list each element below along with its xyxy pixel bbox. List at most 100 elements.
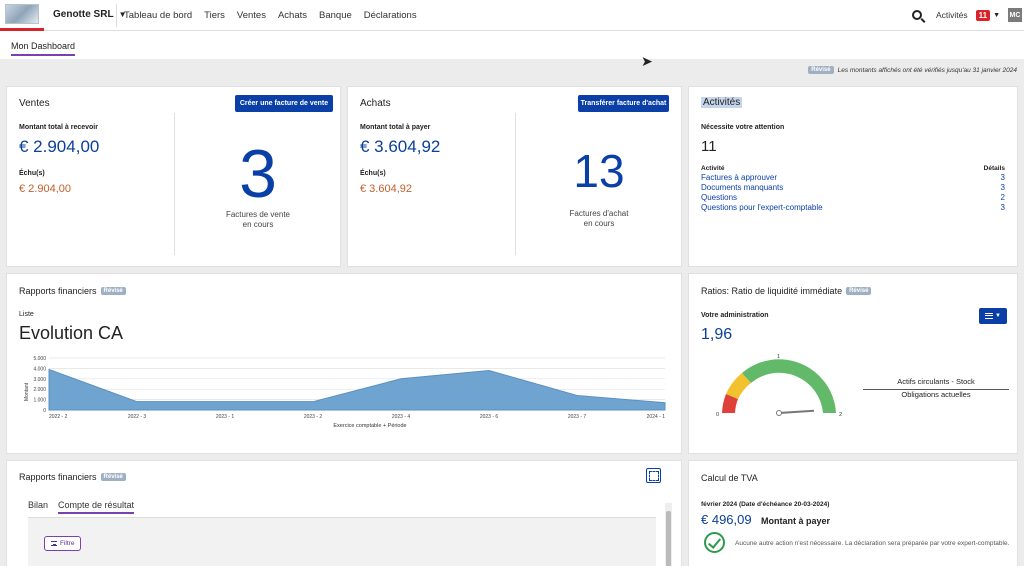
gauge-mid-label: 1: [777, 354, 780, 360]
purchase-count-label-line2: en cours: [583, 219, 615, 228]
receivable-amount: € 2.904,00: [19, 137, 100, 156]
hamburger-icon: [985, 313, 994, 319]
activity-row[interactable]: Questions 2: [701, 193, 1005, 202]
overdue-label: Échu(s): [19, 170, 45, 177]
chart-y-tick-label: 2.000: [33, 387, 46, 393]
activity-value[interactable]: 3: [1000, 183, 1005, 192]
activity-row[interactable]: Documents manquants 3: [701, 183, 1005, 192]
chart-x-tick-label: 2023 - 7: [568, 414, 587, 420]
gauge-pivot: [776, 410, 782, 416]
gauge-segment-green: [742, 359, 836, 413]
chart-x-axis-label: Exercice comptable + Période: [333, 423, 406, 429]
sales-count-label-line1: Factures de vente: [225, 210, 291, 219]
sales-count-label-line2: en cours: [242, 220, 274, 229]
company-selector[interactable]: Genotte SRL ▼: [53, 9, 126, 20]
list-label: Liste: [19, 311, 34, 318]
tab-compte-de-resultat[interactable]: Compte de résultat: [58, 500, 135, 514]
page-title[interactable]: Mon Dashboard: [11, 41, 76, 56]
overdue-amount: € 3.604,92: [360, 183, 412, 195]
ratios-card: Ratios: Ratio de liquidité immédiate Rév…: [688, 273, 1018, 454]
chart-x-tick-label: 2022 - 3: [128, 414, 147, 420]
logo-image: [5, 4, 39, 24]
chart-x-tick-label: 2022 - 2: [49, 414, 68, 420]
page-header: Mon Dashboard: [0, 31, 1024, 59]
ventes-title: Ventes: [19, 98, 50, 109]
search-icon[interactable]: [911, 10, 922, 20]
chart-x-tick-label: 2023 - 4: [392, 414, 411, 420]
activity-label[interactable]: Factures à approuver: [701, 173, 778, 182]
activities-table-header: Activité Détails: [701, 165, 1005, 172]
activity-row[interactable]: Questions pour l'expert-comptable 3: [701, 203, 1005, 212]
gauge-max-label: 2: [839, 412, 842, 418]
activity-label[interactable]: Documents manquants: [701, 183, 784, 192]
menu-item-declarations[interactable]: Déclarations: [363, 10, 417, 21]
activities-label[interactable]: Activités: [935, 10, 968, 20]
tab-bilan[interactable]: Bilan: [28, 500, 49, 510]
activities-chevron-down-icon[interactable]: ▼: [993, 11, 1000, 19]
chart-y-axis-label: Montant: [24, 382, 30, 401]
activites-title: Activités: [701, 97, 743, 108]
purchase-invoice-count-label: Factures d'achat en cours: [516, 209, 682, 229]
chart-y-tick-label: 3.000: [33, 377, 46, 383]
purchase-invoice-count[interactable]: 13: [573, 145, 625, 197]
chart-y-tick-label: 1.000: [33, 398, 46, 404]
chart-x-tick-label: 2023 - 2: [304, 414, 323, 420]
app-logo[interactable]: [0, 0, 44, 31]
financial-reports-title: Rapports financiers Révisé: [19, 286, 126, 296]
financial-reports-title-text: Rapports financiers: [19, 286, 97, 296]
chart-y-tick-label: 5.000: [33, 356, 46, 362]
gauge-segment-yellow: [726, 373, 751, 399]
sales-invoice-count[interactable]: 3: [239, 136, 277, 212]
ratio-sub-label: Votre administration: [701, 312, 769, 319]
expand-icon[interactable]: [646, 468, 661, 483]
revised-badge: Révisé: [808, 66, 834, 74]
transfer-purchase-invoice-button[interactable]: Transférer facture d'achat: [578, 95, 669, 112]
activites-card: Activités Nécessite votre attention 11 A…: [688, 86, 1018, 267]
menu-item-ventes[interactable]: Ventes: [236, 10, 266, 21]
vat-amount-label: Montant à payer: [761, 516, 831, 526]
overdue-amount: € 2.904,00: [19, 183, 71, 195]
chart-y-tick-label: 4.000: [33, 366, 46, 372]
activity-value[interactable]: 2: [1000, 193, 1005, 202]
menu-item-banque[interactable]: Banque: [319, 10, 352, 21]
menu-item-achats[interactable]: Achats: [277, 10, 308, 21]
activity-label[interactable]: Questions: [701, 193, 738, 202]
menu-item-tableau-de-bord[interactable]: Tableau de bord: [124, 10, 193, 21]
vat-period: février 2024 (Date d'échéance 20-03-2024…: [701, 501, 830, 508]
avatar[interactable]: MC: [1008, 8, 1022, 22]
activity-label[interactable]: Questions pour l'expert-comptable: [701, 203, 823, 212]
chart-x-tick-label: 2023 - 1: [216, 414, 235, 420]
gauge-segment-red: [722, 394, 738, 413]
checkmark-icon: [704, 532, 725, 553]
revised-badge: Révisé: [100, 473, 126, 481]
menu-item-tiers[interactable]: Tiers: [204, 10, 225, 21]
activities-count-badge[interactable]: 11: [975, 9, 991, 21]
activity-value[interactable]: 3: [1000, 173, 1005, 182]
card-divider: [174, 113, 175, 255]
ratio-menu-button[interactable]: ▼: [979, 308, 1007, 324]
col-activity: Activité: [701, 165, 725, 172]
evolution-ca-chart[interactable]: 0 1.000 2.000 3.000 4.000 5.000 2022 - 2 2022 …: [15, 354, 675, 434]
activity-row[interactable]: Factures à approuver 3: [701, 173, 1005, 182]
ratio-numerator: Actifs circulants - Stock: [863, 377, 1009, 390]
achats-card: Achats Transférer facture d'achat Montan…: [347, 86, 682, 267]
create-sales-invoice-button[interactable]: Créer une facture de vente: [235, 95, 333, 112]
mouse-cursor-icon: ➤: [641, 53, 653, 69]
activity-value[interactable]: 3: [1000, 203, 1005, 212]
vat-amount: € 496,09: [701, 512, 752, 527]
gauge-needle: [778, 409, 814, 414]
chart-title: Evolution CA: [19, 323, 124, 343]
ventes-card: Ventes Créer une facture de vente Montan…: [6, 86, 341, 267]
filter-button[interactable]: Filtre: [44, 536, 82, 551]
ratio-value: 1,96: [701, 326, 733, 343]
revised-badge: Révisé: [846, 287, 872, 295]
financial-reports-title-text: Rapports financiers: [19, 472, 97, 482]
attention-count: 11: [701, 138, 717, 155]
receivable-label: Montant total à recevoir: [19, 124, 98, 131]
financial-reports-chart-card: Rapports financiers Révisé Liste Evoluti…: [6, 273, 682, 454]
scrollbar[interactable]: [665, 503, 672, 566]
overdue-label: Échu(s): [360, 170, 386, 177]
chart-y-tick-label: 0: [43, 408, 46, 414]
revision-notice: Révisé Les montants affichés ont été vér…: [808, 66, 1017, 74]
chart-area-series[interactable]: [48, 368, 666, 411]
